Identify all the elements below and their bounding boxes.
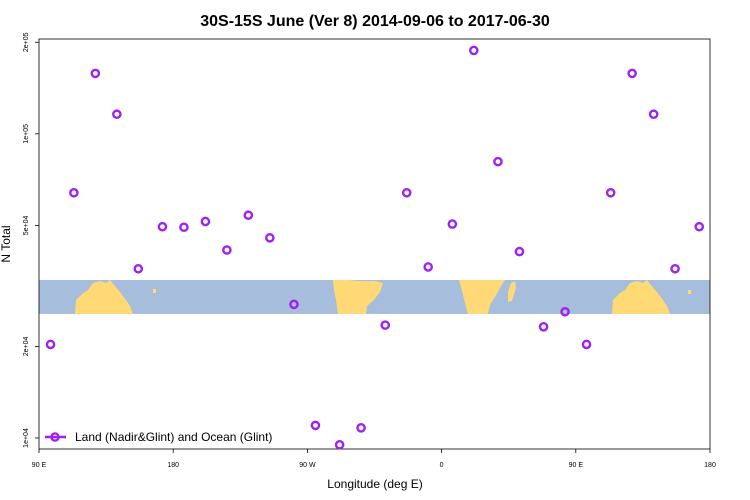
data-point: [627, 68, 637, 79]
legend-label: Land (Nadir&Glint) and Ocean (Glint): [75, 430, 272, 444]
x-axis-label: Longitude (deg E): [327, 477, 422, 491]
data-points: [45, 45, 705, 450]
data-point: [423, 262, 433, 272]
land-islet: [688, 290, 691, 294]
data-point: [69, 187, 79, 198]
land-south-america: [333, 280, 383, 314]
data-point: [112, 109, 122, 120]
chart-title: 30S-15S June (Ver 8) 2014-09-06 to 2017-…: [200, 13, 550, 30]
y-axis-label: N Total: [0, 225, 13, 262]
x-axis: 90 E 180 90 W 0 90 E 180: [32, 449, 716, 469]
data-point: [514, 246, 525, 257]
data-point: [356, 423, 366, 433]
y-tick-label: 1e+04: [23, 428, 30, 448]
data-point: [265, 233, 275, 243]
data-point: [90, 68, 101, 79]
data-point: [605, 187, 616, 198]
data-point: [469, 45, 479, 56]
x-tick-label: 90 E: [569, 462, 584, 469]
y-axis: 1e+04 2e+04 5e+04 1e+05 2e+05: [23, 32, 39, 448]
data-point: [648, 109, 659, 120]
world-map-band: [39, 280, 710, 314]
data-point: [538, 322, 549, 332]
data-point: [493, 156, 503, 167]
data-point: [447, 219, 458, 229]
land-australia-1: [75, 280, 133, 314]
data-point: [289, 299, 299, 310]
legend: Land (Nadir&Glint) and Ocean (Glint): [45, 430, 272, 444]
data-point: [581, 339, 592, 350]
x-tick-label: 90 E: [32, 462, 47, 469]
data-point: [45, 339, 56, 350]
data-point: [560, 306, 570, 317]
x-tick-label: 180: [167, 462, 179, 469]
x-tick-label: 90 W: [299, 462, 316, 469]
data-point: [200, 216, 211, 227]
data-point: [133, 263, 144, 274]
data-point: [179, 222, 189, 233]
legend-marker: [50, 432, 60, 442]
y-tick-label: 5e+04: [23, 215, 30, 235]
land-madagascar: [508, 281, 516, 302]
data-point: [401, 187, 412, 198]
data-point: [310, 420, 321, 431]
land-africa: [459, 280, 505, 314]
y-tick-label: 2e+04: [23, 336, 30, 356]
data-point: [670, 263, 680, 274]
land-islet: [153, 289, 156, 293]
x-tick-label: 180: [704, 462, 716, 469]
data-point: [243, 210, 254, 221]
data-point: [222, 245, 232, 255]
x-tick-label: 0: [440, 462, 444, 469]
data-point: [334, 439, 345, 450]
data-point: [157, 221, 168, 232]
y-tick-label: 1e+05: [23, 124, 30, 144]
data-point: [380, 320, 391, 330]
land-australia-2: [612, 280, 670, 314]
data-point: [694, 221, 705, 232]
y-tick-label: 2e+05: [23, 32, 30, 52]
plot-frame: [38, 38, 711, 450]
